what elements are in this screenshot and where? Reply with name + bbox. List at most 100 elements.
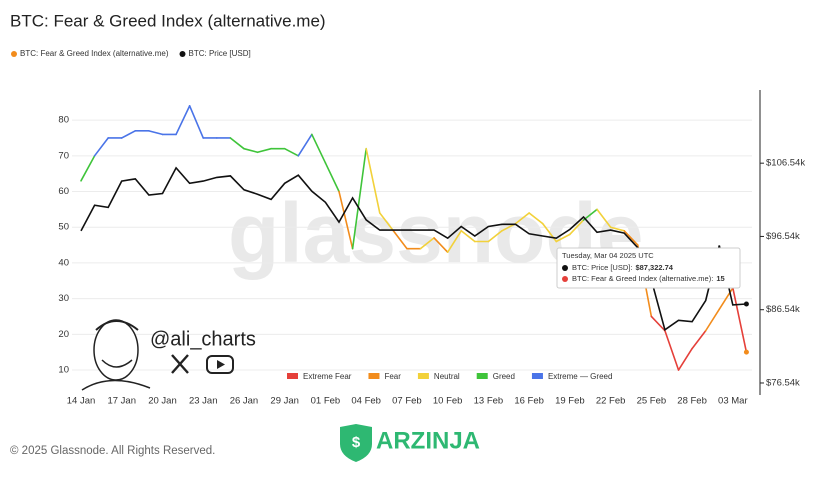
x-tick-label: 26 Jan [230, 396, 259, 407]
index-segment [419, 237, 435, 250]
y2-tick-label: $76.54k [766, 377, 800, 388]
x-tick-label: 13 Feb [474, 396, 504, 407]
x-tick-label: 29 Jan [270, 396, 299, 407]
zone-legend-label: Fear [384, 372, 401, 381]
face-icon [81, 379, 151, 391]
brand-icon: $ [352, 434, 361, 451]
y-tick-label: 10 [58, 365, 69, 376]
index-segment [596, 208, 612, 229]
index-segment [704, 308, 721, 332]
face-icon [93, 319, 139, 381]
index-segment [392, 229, 408, 250]
index-segment [283, 147, 300, 157]
index-segment [365, 147, 381, 214]
legend-label: BTC: Price [USD] [189, 49, 251, 58]
zone-legend-marker [476, 373, 488, 379]
x-tick-label: 22 Feb [596, 396, 626, 407]
tooltip-marker [562, 265, 568, 271]
y2-tick-label: $106.54k [766, 158, 805, 169]
tooltip-value: $87,322.74 [635, 263, 673, 272]
youtube-icon [217, 360, 225, 369]
x-tick-label: 07 Feb [392, 396, 422, 407]
highlight-point [743, 301, 749, 307]
brand-name: ARZINJA [376, 427, 480, 454]
index-segment [188, 105, 205, 139]
index-segment [718, 287, 734, 311]
index-segment [338, 190, 354, 250]
index-segment [120, 130, 137, 139]
zone-legend-marker [287, 373, 298, 379]
index-segment [446, 229, 463, 254]
legend-marker [11, 51, 17, 57]
zone-legend-label: Greed [493, 372, 515, 381]
y2-tick-label: $96.54k [766, 231, 800, 242]
brand-icon [340, 424, 372, 462]
index-segment [677, 347, 693, 371]
index-segment [80, 155, 96, 182]
index-segment [487, 229, 503, 243]
tooltip-value: 15 [716, 274, 724, 283]
y-tick-label: 40 [58, 257, 69, 268]
tooltip: Tuesday, Mar 04 2025 UTC BTC: Price [USD]… [556, 247, 741, 289]
x-tick-label: 14 Jan [67, 396, 96, 407]
y2-tick-label: $86.54k [766, 304, 800, 315]
legend-marker [179, 51, 186, 57]
zone-legend-marker [368, 373, 380, 379]
y-tick-label: 20 [58, 329, 69, 340]
index-segment [528, 212, 544, 225]
index-segment [229, 137, 245, 150]
x-tick-label: 25 Feb [637, 396, 667, 407]
index-segment [569, 219, 585, 236]
author-handle: @ali_charts [150, 328, 256, 350]
index-segment [732, 287, 748, 353]
x-tick-label: 04 Feb [351, 396, 381, 407]
face-icon [95, 320, 139, 331]
index-segment [256, 147, 272, 154]
zone-legend-marker [531, 373, 543, 379]
index-segment [175, 105, 191, 136]
index-segment [148, 130, 164, 136]
index-segment [243, 147, 259, 154]
index-segment [460, 229, 476, 243]
zone-legend-label: Extreme Fear [303, 372, 352, 381]
index-segment [514, 212, 530, 225]
index-segment [93, 137, 109, 157]
index-segment [311, 133, 327, 164]
author-overlay: @ali_charts [81, 319, 256, 391]
price-line [80, 166, 747, 332]
x-tick-label: 17 Jan [107, 396, 136, 407]
index-segment [555, 233, 571, 243]
index-segment [691, 329, 707, 350]
x-icon [171, 354, 189, 374]
index-segment [351, 147, 367, 250]
highlight-point [743, 349, 749, 355]
tooltip-marker [562, 276, 568, 282]
y-tick-label: 70 [58, 150, 69, 161]
x-tick-label: 28 Feb [677, 396, 707, 407]
index-segment [664, 329, 680, 371]
youtube-icon [206, 355, 234, 374]
tooltip-box [556, 247, 741, 289]
x-tick-label: 19 Feb [555, 396, 585, 407]
index-segment [297, 133, 313, 157]
face-icon [101, 359, 133, 368]
index-segment [324, 162, 340, 193]
copyright: © 2025 Glassnode. All Rights Reserved. [10, 445, 215, 457]
tooltip-label: BTC: Price [USD]: [572, 263, 632, 272]
chart-title: BTC: Fear & Greed Index (alternative.me) [10, 11, 326, 30]
x-tick-label: 01 Feb [311, 396, 341, 407]
zone-legend-marker [417, 373, 429, 379]
y-tick-label: 50 [58, 222, 69, 233]
index-segment [582, 208, 598, 221]
x-tick-label: 10 Feb [433, 396, 463, 407]
index-segment [609, 226, 626, 232]
y-tick-label: 80 [58, 115, 69, 126]
index-segment [378, 212, 395, 232]
x-tick-label: 03 Mar [718, 396, 748, 407]
tooltip-label: BTC: Fear & Greed Index (alternative.me)… [572, 274, 713, 283]
legend-label: BTC: Fear & Greed Index (alternative.me) [20, 49, 169, 58]
tooltip-date: Tuesday, Mar 04 2025 UTC [562, 251, 654, 260]
